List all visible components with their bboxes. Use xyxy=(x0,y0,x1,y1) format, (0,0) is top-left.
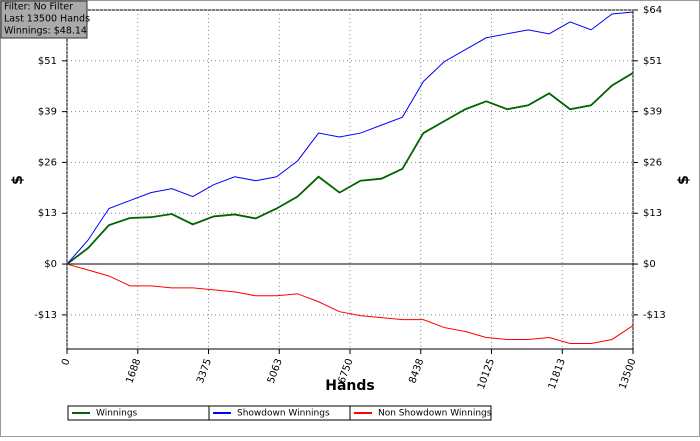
y-tick-label: $39 xyxy=(38,107,57,118)
y2-tick-label: $26 xyxy=(643,157,662,168)
y-tick-label: -$13 xyxy=(34,310,57,321)
y-tick-label: $0 xyxy=(44,259,57,270)
y2-tick-label: $13 xyxy=(643,208,662,219)
y2-axis-label: $ xyxy=(676,175,692,185)
info-box xyxy=(0,0,88,39)
y2-tick-label: -$13 xyxy=(643,310,666,321)
series-line xyxy=(66,11,634,265)
info-text: Filter: No Filter xyxy=(4,2,73,13)
y-tick-label: $51 xyxy=(38,56,57,67)
legend-label: Winnings xyxy=(96,409,138,419)
legend-label: Non Showdown Winnings xyxy=(378,409,492,419)
y-tick-label: $13 xyxy=(38,208,57,219)
x-axis-label: Hands xyxy=(325,378,375,394)
x-tick-label: 0 xyxy=(60,357,73,367)
y-axis-label: $ xyxy=(10,175,26,185)
y-tick-label: $26 xyxy=(38,157,57,168)
y2-tick-label: $39 xyxy=(643,107,662,118)
series-line xyxy=(66,72,634,265)
series-line xyxy=(66,263,634,344)
y2-tick-label: $51 xyxy=(643,56,662,67)
y2-tick-label: $64 xyxy=(643,5,662,16)
legend-label: Showdown Winnings xyxy=(237,409,330,419)
y2-tick-label: $0 xyxy=(643,259,656,270)
legend-cell xyxy=(349,405,492,421)
info-text: Winnings: $48.14 xyxy=(4,26,87,37)
info-text: Last 13500 Hands xyxy=(4,14,90,25)
